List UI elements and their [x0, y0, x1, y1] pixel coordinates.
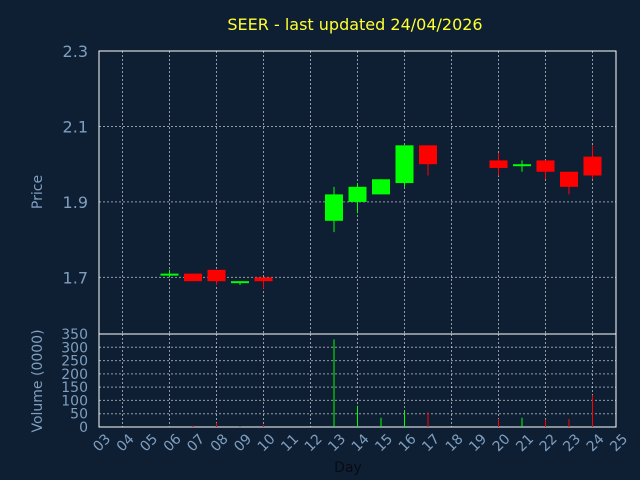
- candle-body: [583, 156, 602, 176]
- price-tick-label: 2.3: [63, 42, 88, 61]
- grid: [99, 51, 616, 427]
- price-tick-label: 1.7: [63, 268, 88, 287]
- x-tick-label: 15: [372, 431, 396, 455]
- candle-body: [513, 164, 531, 167]
- x-tick-label: 14: [349, 431, 373, 455]
- x-tick-label: 09: [231, 431, 255, 455]
- candle-body: [184, 273, 202, 282]
- price-y-ticks: 1.7 1.9 2.1 2.3: [63, 42, 88, 287]
- price-tick-label: 1.9: [63, 193, 88, 212]
- x-tick-label: 12: [302, 431, 326, 455]
- x-axis-label: Day: [334, 460, 362, 476]
- x-tick-label: 11: [278, 431, 302, 455]
- x-tick-label: 19: [466, 431, 490, 455]
- x-tick-label: 18: [443, 431, 467, 455]
- volume-tick-label: 200: [61, 367, 88, 383]
- candle-series: [160, 145, 602, 289]
- candle-body: [372, 179, 390, 195]
- volume-series: [169, 339, 593, 427]
- volume-axis-label: Volume (0000): [30, 329, 46, 432]
- x-tick-label: 07: [184, 431, 208, 455]
- candle-body: [395, 145, 414, 184]
- x-tick-label: 22: [537, 431, 561, 455]
- x-tick-label: 24: [584, 431, 608, 455]
- candle-body: [207, 269, 226, 282]
- candle-body: [254, 277, 273, 282]
- candle-body: [325, 194, 343, 221]
- x-tick-label: 06: [161, 431, 185, 455]
- volume-tick-label: 0: [79, 420, 88, 436]
- x-tick-label: 20: [490, 431, 514, 455]
- candle-body: [560, 171, 578, 187]
- x-tick-label: 08: [208, 431, 232, 455]
- x-tick-label: 21: [513, 431, 537, 455]
- candle-body: [160, 273, 179, 276]
- x-tick-label: 03: [90, 431, 114, 455]
- volume-tick-label: 250: [61, 354, 88, 370]
- x-tick-label: 16: [396, 431, 420, 455]
- volume-tick-label: 350: [61, 327, 88, 343]
- volume-tick-label: 300: [61, 340, 88, 356]
- candle-body: [231, 281, 249, 284]
- x-tick-label: 23: [560, 431, 584, 455]
- x-tick-label: 17: [419, 431, 443, 455]
- volume-tick-label: 150: [61, 380, 88, 396]
- volume-tick-label: 50: [70, 407, 88, 423]
- x-tick-label: 10: [255, 431, 279, 455]
- candle-body: [419, 145, 437, 165]
- x-tick-label: 25: [607, 431, 631, 455]
- candle-body: [536, 160, 555, 172]
- x-tick-label: 04: [114, 431, 138, 455]
- x-tick-label: 13: [325, 431, 349, 455]
- chart-title: SEER - last updated 24/04/2026: [227, 15, 482, 34]
- x-tick-label: 05: [137, 431, 161, 455]
- candle-body: [489, 160, 508, 168]
- x-ticks: 03 04 05 06 07 08 09 10 11 12 13 14 15 16 17 18 19 20 21 22…: [90, 431, 631, 455]
- volume-tick-label: 100: [61, 393, 88, 409]
- price-tick-label: 2.1: [63, 117, 88, 136]
- price-axis-label: Price: [30, 175, 46, 209]
- candle-body: [348, 186, 367, 202]
